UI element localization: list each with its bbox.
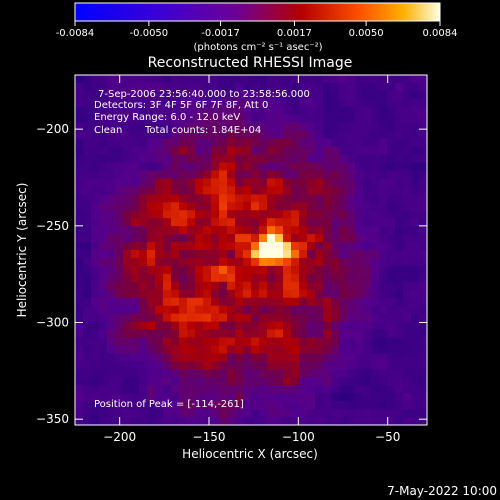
- colorbar-tick-label: -0.0017: [201, 28, 240, 39]
- x-axis-label: Heliocentric X (arcsec): [182, 447, 318, 461]
- axis-ticks: −200 −150 −100 −50 −200 −250 −300 −350: [36, 75, 427, 444]
- colorbar-tick-label: -0.0084: [56, 28, 95, 39]
- x-tick-label: −150: [193, 430, 226, 444]
- colorbar-tick-label: 0.0017: [277, 28, 312, 39]
- colorbar: [74, 2, 441, 22]
- annotation-total-counts: Total counts: 1.84E+04: [144, 125, 261, 136]
- plot-frame: [74, 74, 428, 426]
- colorbar-tick-label: 0.0084: [423, 28, 458, 39]
- colorbar-tick-label: 0.0050: [349, 28, 384, 39]
- y-axis-label: Heliocentric Y (arcsec): [15, 183, 29, 318]
- y-tick-label: −300: [36, 316, 69, 330]
- y-tick-label: −250: [36, 219, 69, 233]
- footer-date: 7-May-2022 10:00: [387, 484, 497, 498]
- y-tick-label: −200: [36, 122, 69, 136]
- x-tick-label: −100: [282, 430, 315, 444]
- annotation-time-range: 7-Sep-2006 23:56:40.000 to 23:58:56.000: [98, 89, 310, 100]
- annotation-peak-position: Position of Peak = [-114,-261]: [94, 399, 244, 410]
- colorbar-tick-label: -0.0050: [130, 28, 169, 39]
- annotation-energy-range: Energy Range: 6.0 - 12.0 keV: [94, 112, 240, 123]
- x-tick-label: −50: [375, 430, 400, 444]
- x-tick-label: −200: [103, 430, 136, 444]
- colorbar-unit-label: (photons cm⁻² s⁻¹ asec⁻²): [193, 42, 322, 53]
- annotation-clean: Clean: [94, 125, 122, 136]
- y-tick-label: −350: [36, 412, 69, 426]
- chart-title: Reconstructed RHESSI Image: [148, 55, 353, 71]
- colorbar-ticks: -0.0084 -0.0050 -0.0017 0.0017 0.0050 0.0084: [56, 21, 458, 39]
- heatmap-image: [75, 75, 427, 425]
- annotation-detectors: Detectors: 3F 4F 5F 6F 7F 8F, Att 0: [94, 100, 268, 111]
